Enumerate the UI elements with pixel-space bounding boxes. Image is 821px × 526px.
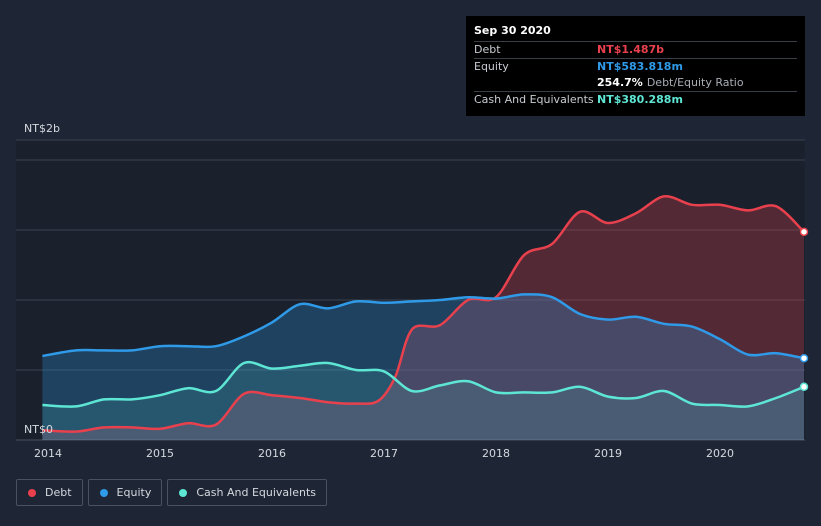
tooltip-label: Debt <box>474 43 501 56</box>
tooltip-row-debt: Debt NT$1.487b <box>474 41 797 58</box>
tooltip-label: Equity <box>474 60 509 73</box>
x-tick-label: 2017 <box>370 447 398 460</box>
endpoint-debt <box>799 227 809 237</box>
area-debt <box>42 196 804 440</box>
legend-item-equity[interactable]: Equity <box>87 479 163 506</box>
x-tick-label: 2016 <box>258 447 286 460</box>
legend-dot-icon <box>28 488 36 497</box>
endpoint-equity <box>799 353 809 363</box>
tooltip-value: NT$380.288m <box>597 93 683 106</box>
tooltip-label: Cash And Equivalents <box>474 93 594 106</box>
legend-label: Equity <box>116 486 152 499</box>
x-tick-label: 2014 <box>34 447 62 460</box>
tooltip-row-equity: Equity NT$583.818m <box>474 58 797 75</box>
line-equity <box>42 293 805 360</box>
x-tick-label: 2020 <box>706 447 734 460</box>
tooltip-ratio-value: 254.7% <box>597 76 643 89</box>
x-tick-label: 2018 <box>482 447 510 460</box>
tooltip-value: NT$1.487b <box>597 43 665 56</box>
legend-item-debt[interactable]: Debt <box>16 479 83 506</box>
legend-label: Cash And Equivalents <box>196 486 316 499</box>
y-tick-label: NT$2b <box>24 122 60 135</box>
line-debt <box>42 195 805 433</box>
tooltip-ratio-label: Debt/Equity Ratio <box>646 76 744 89</box>
data-tooltip: Sep 30 2020 Debt NT$1.487b Equity NT$583… <box>466 16 805 116</box>
legend-dot-icon <box>99 488 108 497</box>
x-tick-label: 2019 <box>594 447 622 460</box>
chart-legend: Debt Equity Cash And Equivalents <box>16 479 327 508</box>
x-tick-label: 2015 <box>146 447 174 460</box>
tooltip-label <box>474 75 597 91</box>
legend-label: Debt <box>45 486 72 499</box>
legend-item-cash[interactable]: Cash And Equivalents <box>167 479 327 506</box>
area-cash-and-equivalents <box>42 362 804 440</box>
tooltip-value: NT$583.818m <box>597 60 683 73</box>
tooltip-row-ratio: 254.7% Debt/Equity Ratio <box>474 75 797 91</box>
tooltip-row-cash: Cash And Equivalents NT$380.288m <box>474 91 797 108</box>
legend-dot-icon <box>179 488 188 497</box>
y-tick-label: NT$0 <box>24 423 53 436</box>
tooltip-date: Sep 30 2020 <box>474 24 551 37</box>
line-cash-and-equivalents <box>42 360 805 408</box>
endpoint-cash-and-equivalents <box>799 382 809 392</box>
